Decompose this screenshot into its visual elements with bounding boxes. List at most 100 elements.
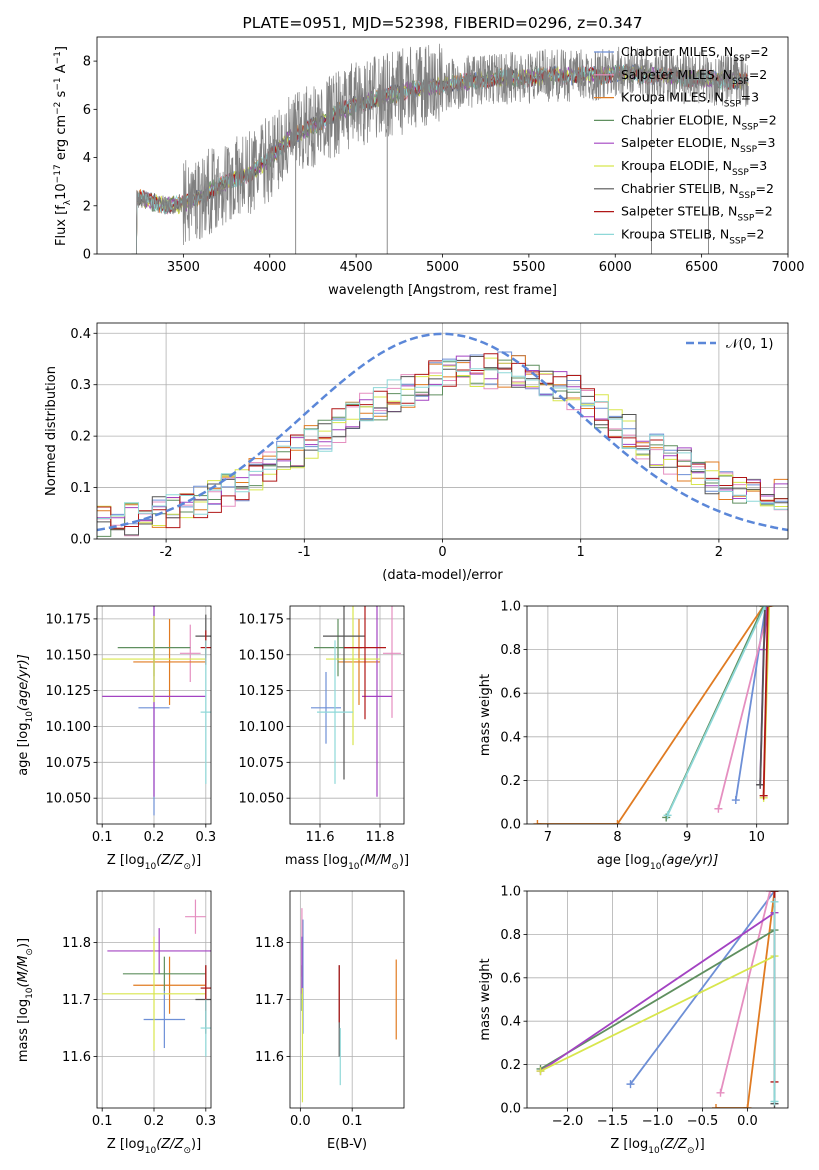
text-part: )] xyxy=(399,853,409,868)
y-tick-label: 10.050 xyxy=(46,792,92,807)
axes-frame xyxy=(289,890,405,1109)
text-part: (M/M xyxy=(16,956,31,988)
plus-marker xyxy=(756,780,765,789)
cumulative-line xyxy=(539,911,776,1072)
y-tick-label: 11.7 xyxy=(62,993,91,1008)
x-tick-label: 11.6 xyxy=(306,830,335,845)
legend-label: Kroupa ELODIE, NSSP=3 xyxy=(621,158,767,178)
y-tick-label: 10.175 xyxy=(239,612,285,627)
gaussian-curve xyxy=(97,332,788,532)
y-tick-label: 11.8 xyxy=(62,936,91,951)
plot-area xyxy=(290,606,404,824)
legend-label: 𝒩(0, 1) xyxy=(726,337,773,352)
axes-frame xyxy=(96,890,212,1109)
text-part: −2 xyxy=(53,102,63,115)
y-tick-label: 0.4 xyxy=(500,1015,521,1030)
text-part: =2 xyxy=(758,112,776,127)
text-part: (Z/Z xyxy=(660,1137,688,1152)
cumulative-line xyxy=(716,891,776,1108)
y-axis-label: Normed distribution xyxy=(44,366,59,496)
y-tick-label: 0 xyxy=(83,248,91,263)
text-part: Salpeter MILES, N xyxy=(621,67,732,82)
plus-marker xyxy=(613,820,622,824)
plus-marker xyxy=(763,606,772,610)
x-tick-label: 6000 xyxy=(599,260,632,275)
plus-marker xyxy=(770,897,779,906)
y-tick-label: 4 xyxy=(83,151,91,166)
y-tick-label: 2 xyxy=(83,199,91,214)
x-tick-label: 5500 xyxy=(512,260,545,275)
y-tick-label: 10.075 xyxy=(239,756,285,771)
text-part: −17 xyxy=(53,164,63,183)
x-tick-label: −1.0 xyxy=(642,1114,674,1129)
text-part: (Z/Z xyxy=(156,1137,184,1152)
text-part: 10 xyxy=(54,183,69,200)
y-tick-label: 0.4 xyxy=(500,730,521,745)
panel-age-vs-mass: 11.6 11.8 10.050 10.075 10.100 10.125 10.150 10… xyxy=(239,605,409,872)
cumulative-line xyxy=(540,955,775,1072)
text-part: =3 xyxy=(749,158,767,173)
text-part: 10 xyxy=(25,711,35,723)
chart-title: PLATE=0951, MJD=52398, FIBERID=0296, z=0… xyxy=(242,14,642,32)
y-tick-label: 0.2 xyxy=(500,1058,521,1073)
plus-marker xyxy=(716,1088,725,1097)
text-part: Salpeter ELODIE, N xyxy=(621,135,740,150)
plot-area xyxy=(527,891,788,1108)
x-tick-label: 1 xyxy=(577,545,585,560)
text-part: SSP xyxy=(741,122,758,132)
y-tick-label: 6 xyxy=(83,103,91,118)
axes-frame xyxy=(289,605,405,825)
y-tick-label: 0.4 xyxy=(70,327,91,342)
plot-area xyxy=(97,323,788,539)
text-part: λ xyxy=(63,199,73,205)
x-tick-label: 7000 xyxy=(771,260,804,275)
x-tick-label: -2 xyxy=(160,545,173,560)
plus-marker xyxy=(714,804,723,813)
y-axis-label: mass weight xyxy=(478,958,493,1040)
legend-label: Kroupa MILES, NSSP=3 xyxy=(621,90,759,110)
text-part: 10 xyxy=(648,1146,660,1156)
text-part: SSP xyxy=(732,168,749,178)
text-part: =2 xyxy=(746,226,764,241)
y-tick-label: 0.3 xyxy=(70,378,91,393)
x-axis-label: age [log10(age/yr)] xyxy=(597,853,719,872)
residual-histogram xyxy=(97,360,788,519)
text-part: age [log xyxy=(597,853,650,868)
text-part: s xyxy=(54,90,69,101)
text-part: −1 xyxy=(53,77,63,90)
y-tick-label: 10.075 xyxy=(46,756,92,771)
x-tick-label: 6500 xyxy=(685,260,718,275)
text-part: SSP xyxy=(732,77,749,87)
x-axis-label: Z [log10(Z/Z⊙)] xyxy=(107,853,201,872)
panel-spectrum: 3500 4000 4500 5000 5500 6000 6500 7000 0 2 4 6 8 PLA… xyxy=(53,14,805,298)
text-part: 10 xyxy=(145,1146,157,1156)
y-tick-label: 0.0 xyxy=(500,818,521,833)
text-part: =2 xyxy=(750,44,768,59)
text-part: 10 xyxy=(348,862,360,872)
legend-label: Chabrier MILES, NSSP=2 xyxy=(621,44,769,64)
text-part: )] xyxy=(191,1137,201,1152)
text-part: =3 xyxy=(741,90,759,105)
y-tick-label: 10.050 xyxy=(239,792,285,807)
legend-label: Salpeter STELIB, NSSP=2 xyxy=(621,204,773,224)
text-part: =2 xyxy=(749,67,767,82)
x-tick-label: 0.0 xyxy=(290,1114,311,1129)
x-axis-label: E(B-V) xyxy=(327,1137,367,1152)
text-part: 10 xyxy=(25,987,35,999)
text-part: erg cm xyxy=(54,115,69,164)
panel-mass-vs-ebv: 0.0 0.1 11.6 11.7 11.8 E(B-V) xyxy=(255,890,405,1152)
plot-area xyxy=(131,43,749,254)
cumulative-line xyxy=(762,606,769,796)
text-part: SSP xyxy=(733,54,750,64)
x-tick-label: −2.0 xyxy=(552,1114,584,1129)
text-part: Salpeter STELIB, N xyxy=(621,204,737,219)
x-tick-label: 3500 xyxy=(167,260,200,275)
text-part: =3 xyxy=(757,135,775,150)
cumulative-line xyxy=(537,606,765,824)
cumulative-line xyxy=(759,606,766,785)
text-part: mass [log xyxy=(285,853,348,868)
y-axis-label: mass [log10(M/M⊙)] xyxy=(16,938,35,1062)
x-tick-label: 11.8 xyxy=(366,830,395,845)
plot-area xyxy=(290,891,404,1108)
